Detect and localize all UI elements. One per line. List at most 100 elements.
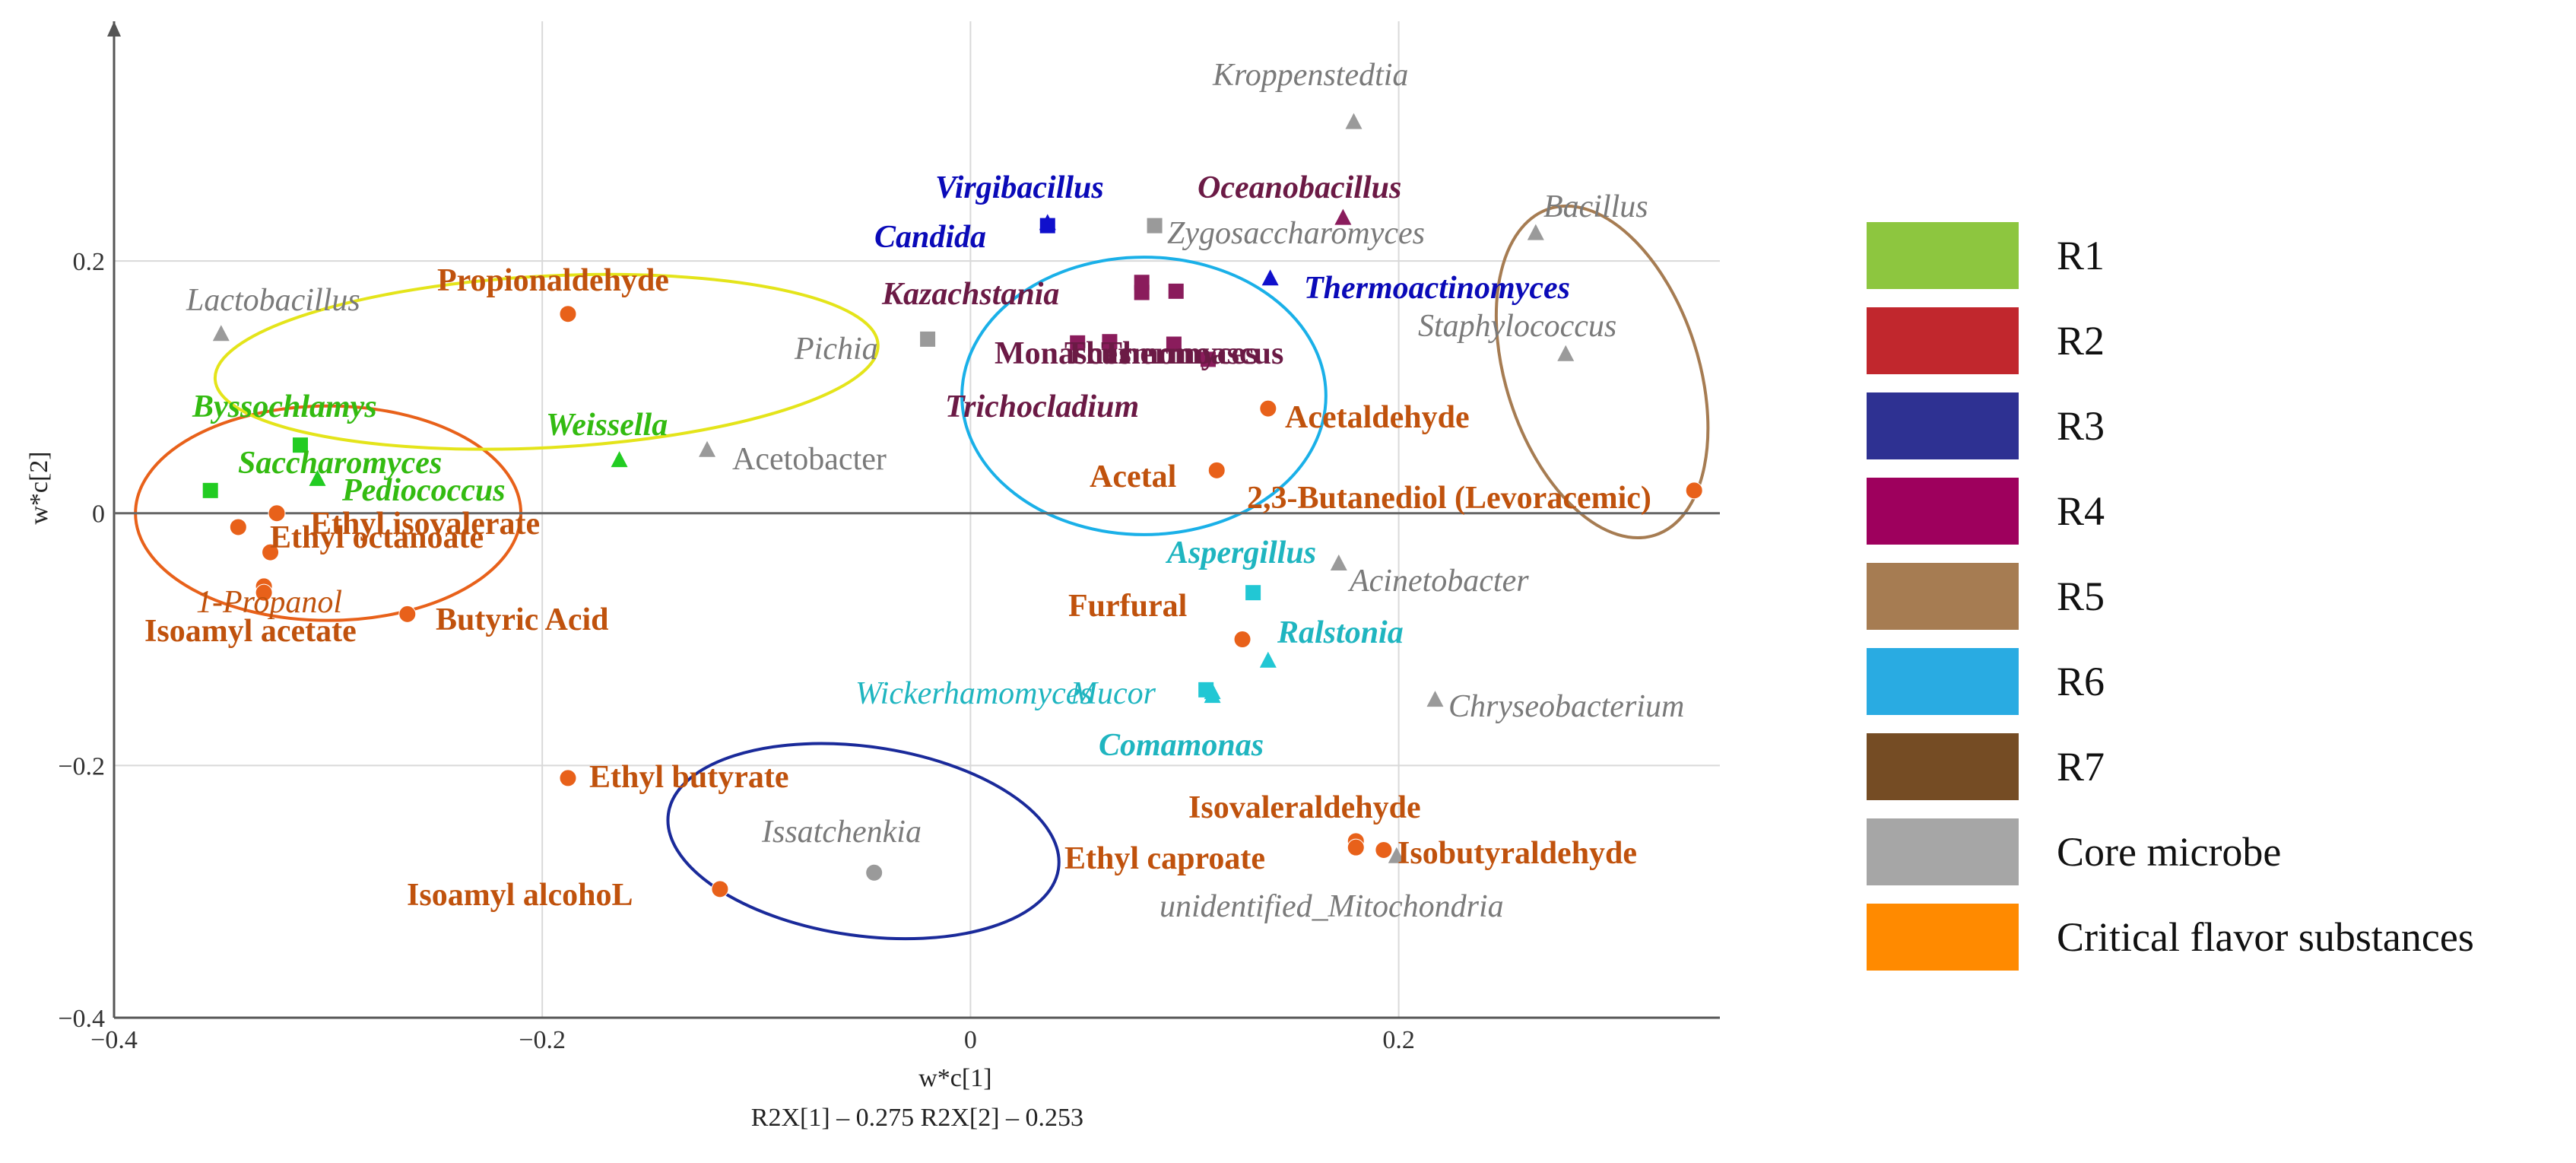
y-axis-title: w*c[2]: [25, 451, 53, 524]
isoamyl-alcohol-point: [711, 880, 729, 898]
axes: [107, 21, 1720, 1019]
legend-swatch: [1867, 648, 2019, 715]
point-labels: Kroppenstedtia Zygosaccharomyces Bacillus L…: [144, 58, 1684, 924]
acetal-label: Acetal: [1090, 459, 1176, 494]
r3-ellipse: [666, 742, 1061, 941]
ethyl-isovalerate-point: [268, 504, 286, 523]
acetaldehyde-label: Acetaldehyde: [1285, 400, 1470, 435]
tick-labels: −0.4 −0.2 0 0.2 −0.4 −0.2 0 0.2: [58, 248, 1415, 1054]
unidentified-mitochondria-label: unidentified_Mitochondria: [1160, 889, 1504, 924]
isobutyraldehyde-label: Isobutyraldehyde: [1397, 836, 1637, 871]
chryseobacterium-point: [1426, 691, 1444, 707]
staphylococcus-label: Staphylococcus: [1418, 309, 1616, 344]
unlabeled-point: [262, 543, 280, 561]
comamonas-point: [1204, 687, 1221, 704]
ethyl-butyrate-label: Ethyl butyrate: [589, 760, 789, 795]
1-propanol-label: 1-Propanol: [196, 585, 342, 620]
ethyl-caproate-point: [1347, 838, 1365, 856]
oceanobacillus-point: [1334, 208, 1352, 225]
kroppenstedtia-label: Kroppenstedtia: [1212, 58, 1408, 93]
ethyl-octanoate-label: Ethyl octanoate: [270, 520, 484, 555]
legend-label: Critical flavor substances: [2057, 914, 2474, 960]
saccharomyces-point: [292, 437, 308, 453]
bacillus-label: Bacillus: [1543, 189, 1648, 224]
y-tick-label: 0: [92, 500, 105, 529]
pichia-label: Pichia: [794, 332, 878, 367]
pediococcus-point: [309, 469, 326, 486]
acinetobacter-point: [1330, 554, 1347, 571]
legend-swatch: [1867, 563, 2019, 630]
propionaldehyde-label: Propionaldehyde: [437, 263, 669, 298]
trichocladium-label: Trichocladium: [945, 389, 1139, 424]
furfural-label: Furfural: [1068, 589, 1187, 624]
legend-swatch: [1867, 818, 2019, 885]
legend-label: R1: [2057, 233, 2105, 278]
thermoactinomyces-point: [1261, 269, 1279, 286]
ralstonia-point: [1259, 651, 1277, 668]
candida-point: [1039, 218, 1055, 234]
isobutyraldehyde-point: [1375, 840, 1393, 859]
chryseobacterium-label: Chryseobacterium: [1448, 689, 1684, 724]
issatchenkia-label: Issatchenkia: [761, 815, 922, 850]
butyric-acid-label: Butyric Acid: [436, 602, 609, 637]
furfural-point: [1233, 631, 1252, 649]
plot-area: Kroppenstedtia Zygosaccharomyces Bacillus L…: [107, 21, 1720, 1019]
zygosaccharomyces-point: [1147, 218, 1163, 234]
y-tick-label: −0.2: [58, 752, 105, 780]
unidentified-mitochondria-point: [1388, 847, 1405, 863]
weissella-label: Weissella: [546, 408, 668, 443]
mucor-label: Mucor: [1070, 676, 1156, 711]
ralstonia-label: Ralstonia: [1277, 615, 1404, 650]
legend-label: R3: [2057, 403, 2105, 449]
x-tick-label: −0.2: [519, 1026, 566, 1054]
ethyl-isovalerate-label: Ethyl isovalerate: [310, 507, 540, 542]
byssochlamys-point: [202, 482, 218, 498]
kazachstania-label: Kazachstania: [881, 277, 1059, 312]
trichocladium-point: [1200, 351, 1216, 367]
unlabeled-point: [1134, 284, 1150, 300]
legend-swatch: [1867, 733, 2019, 800]
ethyl-caproate-label: Ethyl caproate: [1064, 841, 1265, 876]
issatchenkia-point: [865, 863, 884, 882]
legend-label: Core microbe: [2057, 829, 2281, 875]
byssochlamys-label: Byssochlamys: [192, 389, 377, 424]
lactobacillus-point: [212, 325, 230, 342]
legend-label: R2: [2057, 318, 2105, 364]
isovaleraldehyde-label: Isovaleraldehyde: [1188, 790, 1421, 825]
lactobacillus-label: Lactobacillus: [186, 283, 360, 318]
2-3-butanediol-levoracemic-point: [1685, 481, 1703, 500]
r5-ellipse: [1494, 204, 1710, 540]
legend: R1 R2 R3 R4 R5 R6 R7 Core microbe Critical flavo…: [1867, 222, 2474, 971]
y-tick-label: 0.2: [73, 248, 106, 276]
data-points: [202, 113, 1703, 898]
virgibacillus-label: Virgibacillus: [935, 170, 1104, 205]
legend-label: R7: [2057, 744, 2105, 790]
thermomyces-label: Thermomyces: [1064, 336, 1258, 371]
aspergillus-label: Aspergillus: [1165, 535, 1316, 570]
isoamyl-acetate-label: Isoamyl acetate: [144, 614, 357, 649]
saccharomyces-label: Saccharomyces: [238, 446, 442, 481]
y-tick-label: −0.4: [58, 1005, 105, 1033]
x-tick-label: 0: [964, 1026, 977, 1054]
legend-label: R6: [2057, 659, 2105, 704]
r2x-footnote: R2X[1] – 0.275 R2X[2] – 0.253: [751, 1104, 1083, 1132]
thermoascus-point: [1166, 336, 1182, 352]
legend-label: R4: [2057, 488, 2105, 534]
plot-background: [114, 21, 1720, 1018]
legend-swatch: [1867, 904, 2019, 971]
acetobacter-point: [699, 440, 716, 457]
x-tick-label: −0.4: [90, 1026, 138, 1054]
pichia-point: [920, 331, 936, 347]
wickerhamomyces-label: Wickerhamomyces: [855, 676, 1093, 711]
candida-label: Candida: [874, 220, 986, 255]
bacillus-point: [1527, 224, 1544, 240]
legend-swatch: [1867, 222, 2019, 289]
staphylococcus-point: [1557, 345, 1575, 361]
2-3-butanediol-levoracemic-label: 2,3-Butanediol (Levoracemic): [1247, 481, 1651, 516]
r6-ellipse: [960, 256, 1328, 536]
aspergillus-point: [1245, 585, 1261, 601]
oceanobacillus-label: Oceanobacillus: [1198, 170, 1401, 205]
propionaldehyde-point: [559, 305, 577, 323]
kroppenstedtia-point: [1345, 113, 1363, 129]
